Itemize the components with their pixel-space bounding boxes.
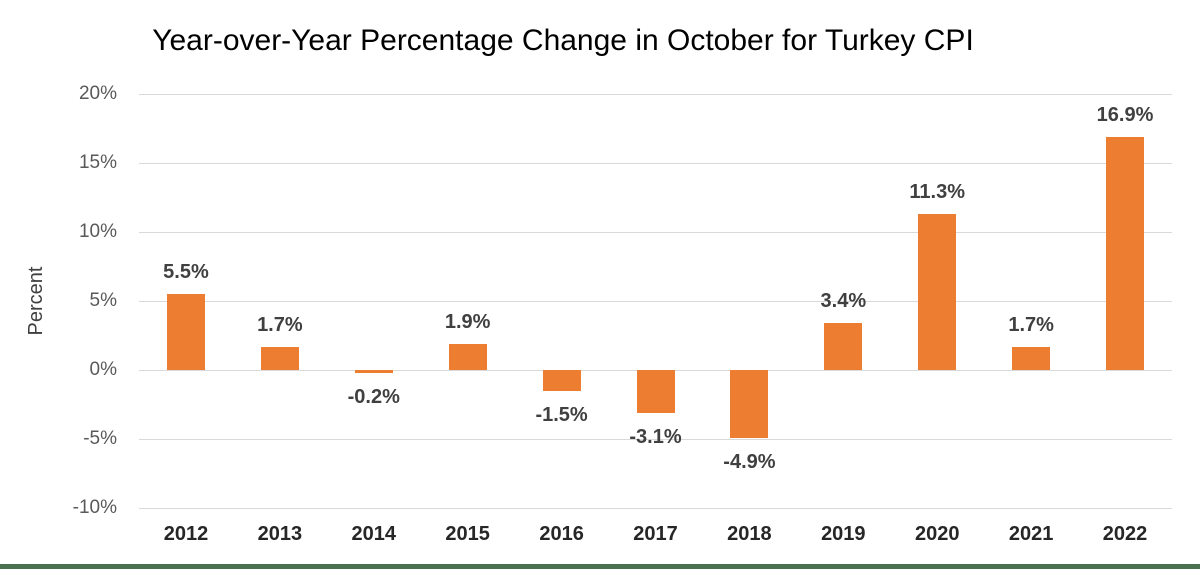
x-axis-label-2019: 2019 [821,523,866,545]
data-label-2017: -3.1% [629,425,682,448]
bar-2020 [918,214,957,370]
data-label-2014: -0.2% [347,385,400,408]
bar-2015 [448,343,487,370]
gridline--10% [139,507,1172,509]
bar-2013 [260,346,299,370]
data-label-2018: -4.9% [723,450,776,473]
gridline--5% [139,438,1172,440]
gridline-5% [139,300,1172,302]
gridline-10% [139,231,1172,233]
bar-2016 [542,370,581,391]
x-axis-label-2014: 2014 [351,523,397,545]
data-label-2012: 5.5% [163,261,209,284]
gridline-15% [139,162,1172,164]
data-label-2021: 1.7% [1008,313,1054,336]
bar-2012 [166,294,205,370]
y-axis-tick-label: 20% [78,83,117,104]
bar-2019 [824,323,863,370]
x-axis-label-2020: 2020 [914,523,960,545]
y-axis-tick-label: 15% [78,152,117,173]
gridline-20% [139,93,1172,95]
bar-2022 [1106,136,1145,370]
x-axis-label-2021: 2021 [1008,523,1054,545]
data-label-2020: 11.3% [909,181,966,204]
bar-2021 [1012,346,1051,370]
y-axis-tick-label: 0% [89,359,117,380]
x-axis-label-2015: 2015 [445,523,490,545]
y-axis-tick-label: -5% [83,428,117,449]
x-axis-label-2013: 2013 [257,523,303,545]
y-axis-tick-label: 5% [89,290,117,311]
data-label-2013: 1.7% [257,313,303,336]
chart-title: Year-over-Year Percentage Change in Octo… [152,24,974,57]
bar-2017 [636,370,675,413]
data-label-2022: 16.9% [1096,103,1154,126]
x-axis-label-2022: 2022 [1102,523,1148,545]
bottom-accent-bar [0,564,1200,569]
bar-2014 [354,370,393,373]
y-axis-tick-label: 10% [78,221,117,242]
data-label-2019: 3.4% [820,290,867,313]
x-axis-label-2018: 2018 [727,523,772,545]
x-axis-label-2012: 2012 [163,523,209,545]
x-axis-label-2016: 2016 [539,523,584,545]
x-axis-label-2017: 2017 [633,523,678,545]
data-label-2016: -1.5% [535,403,588,426]
y-axis-tick-label: -10% [72,497,117,518]
bar-2018 [730,370,769,438]
data-label-2015: 1.9% [444,310,491,333]
